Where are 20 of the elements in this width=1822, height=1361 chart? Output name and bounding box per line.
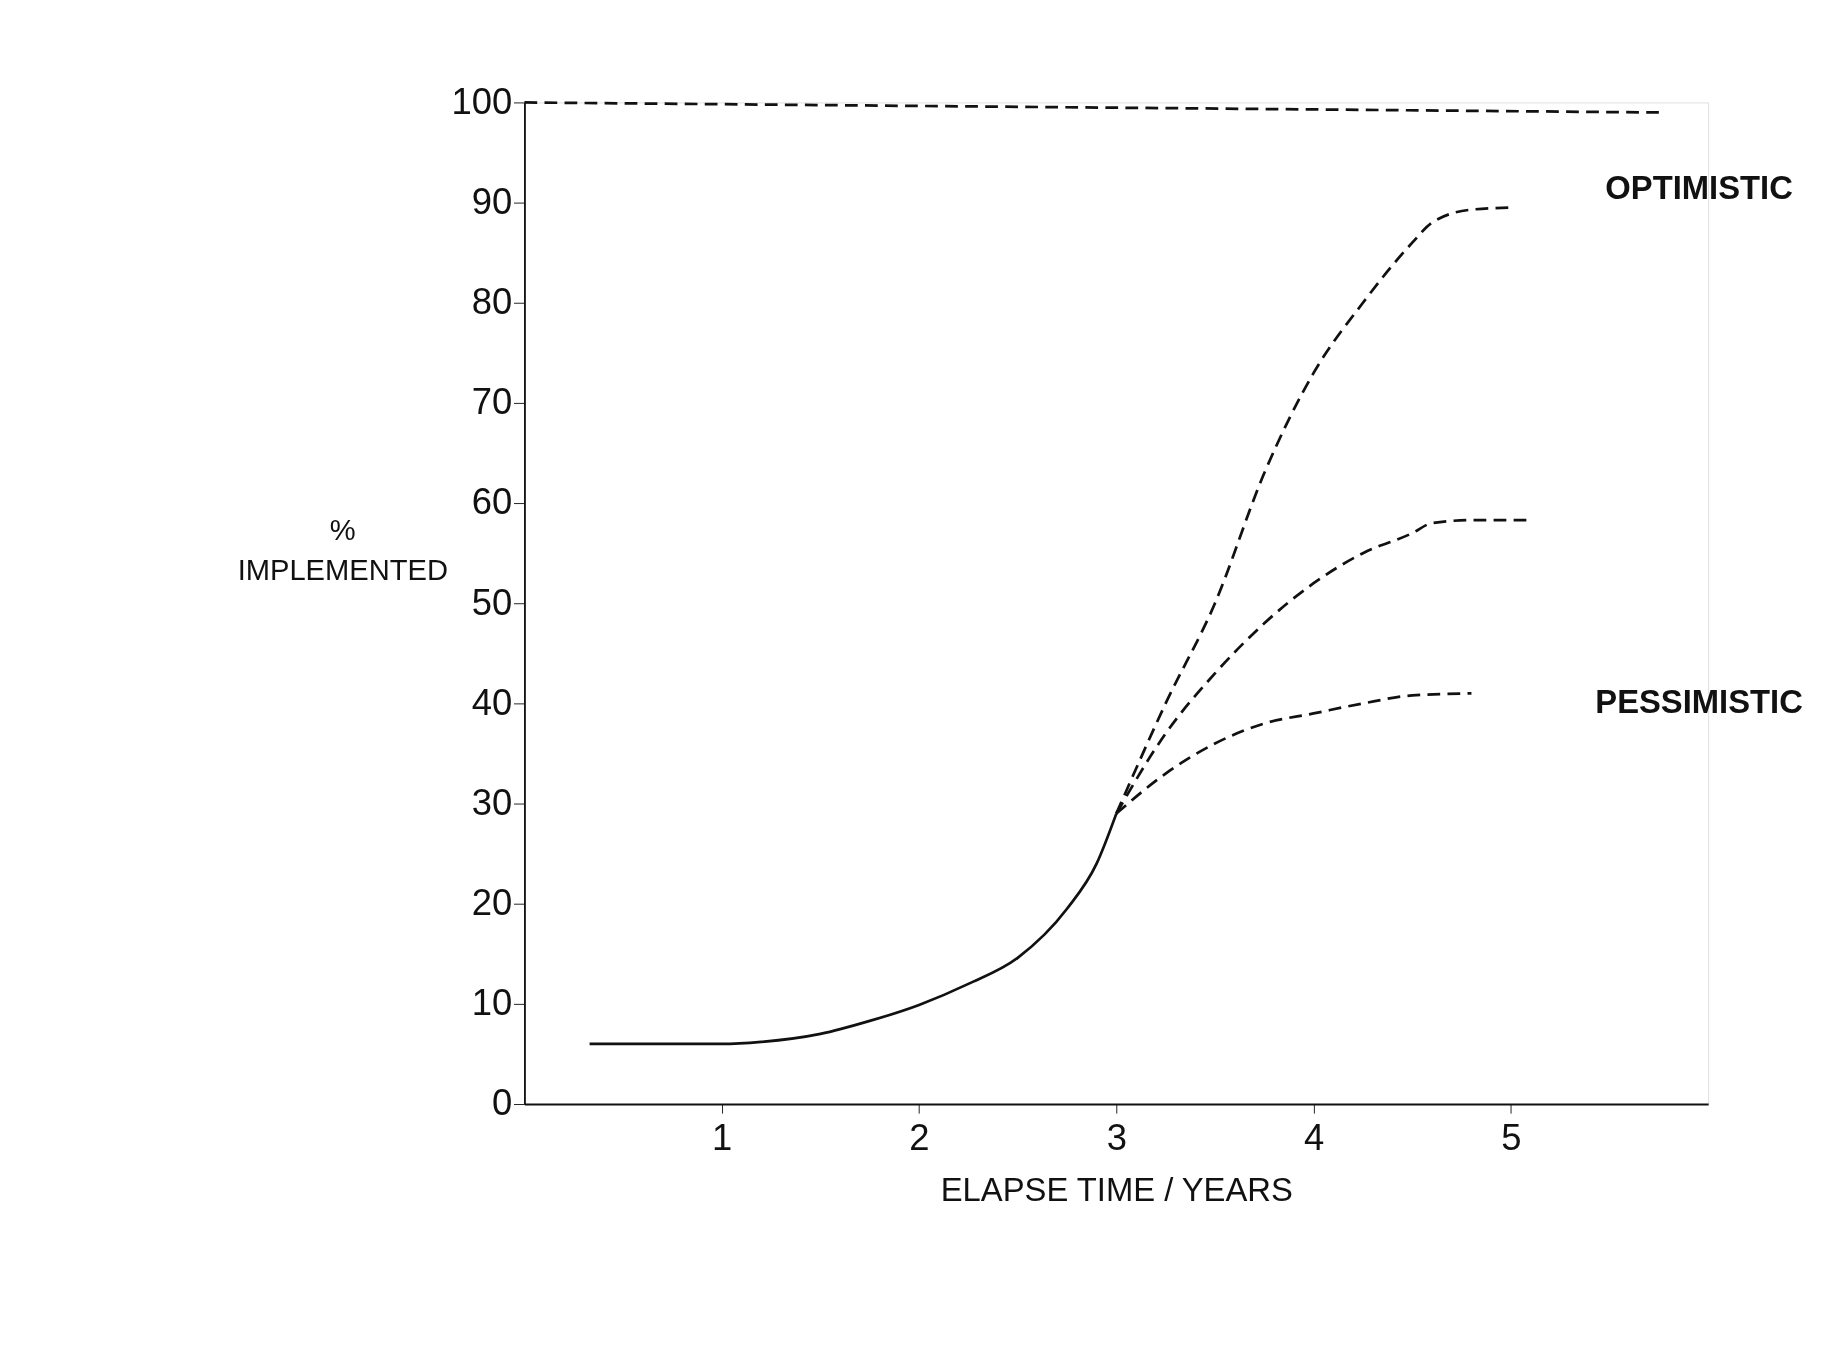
annotation: OPTIMISTIC <box>1605 168 1793 206</box>
y-tick-label: 40 <box>471 681 513 723</box>
y-tick-label: 30 <box>471 781 513 823</box>
y-tick-label: 10 <box>471 982 513 1024</box>
y-tick-label: 80 <box>471 281 513 323</box>
x-tick-label: 4 <box>1303 1117 1325 1159</box>
x-tick-label: 1 <box>712 1117 733 1159</box>
annotation: PESSIMISTIC <box>1595 683 1803 721</box>
y-tick-label: 20 <box>471 882 513 924</box>
x-tick-label: 3 <box>1106 1117 1127 1159</box>
x-tick-label: 2 <box>909 1117 930 1159</box>
y-tick-label: 100 <box>451 80 513 122</box>
y-tick-label: 50 <box>471 581 513 623</box>
y-tick-label: 70 <box>471 381 513 423</box>
y-tick-label: 60 <box>471 481 513 523</box>
y-axis-title: % IMPLEMENTED <box>237 513 449 587</box>
x-tick-label: 5 <box>1501 1117 1522 1159</box>
x-axis-title: ELAPSE TIME / YEARS <box>940 1171 1293 1209</box>
y-tick-label: 90 <box>471 181 513 223</box>
y-tick-label: 0 <box>491 1082 513 1124</box>
